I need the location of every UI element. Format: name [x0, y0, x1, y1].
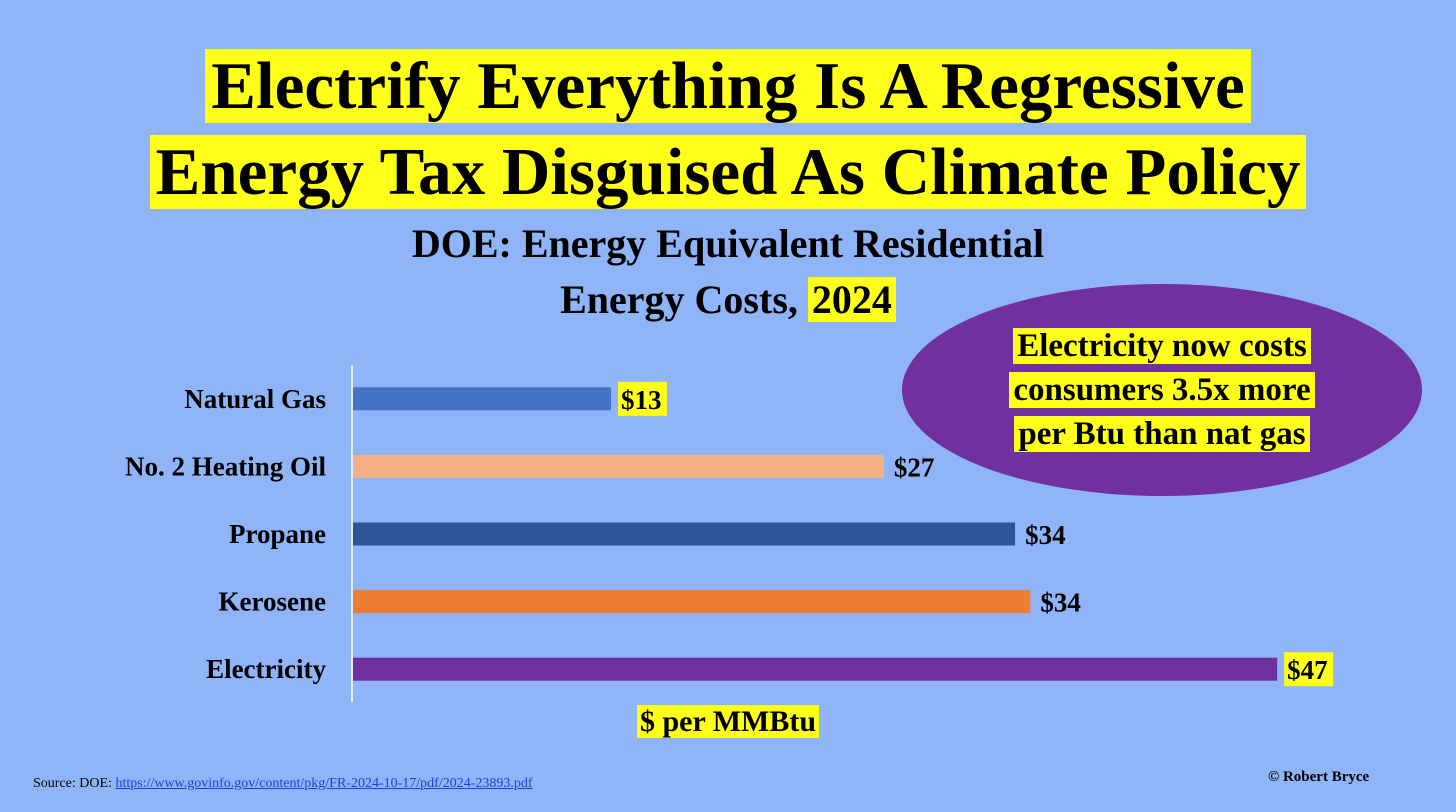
chart-subtitle-year: 2024 — [807, 277, 896, 322]
callout-text: Electricity now costs consumers 3.5x mor… — [1009, 324, 1315, 456]
source-link[interactable]: https://www.govinfo.gov/content/pkg/FR-2… — [115, 776, 533, 791]
bar-kerosene — [353, 590, 1031, 614]
callout-ellipse: Electricity now costs consumers 3.5x mor… — [902, 284, 1422, 496]
data-label-highlight-electricity — [1284, 652, 1334, 687]
bar-no-2-heating-oil — [353, 454, 884, 478]
title-line-2: Energy Tax Disguised As Climate Policy — [0, 132, 1456, 212]
title-line-2-text: Energy Tax Disguised As Climate Policy — [149, 135, 1307, 209]
data-label-electricity: $47 — [1287, 655, 1328, 685]
chart-subtitle-line-1: DOE: Energy Equivalent Residential — [411, 221, 1045, 266]
category-label-kerosene: Kerosene — [219, 587, 326, 617]
chart-subtitle-line-2: Energy Costs, 2024 — [0, 274, 1456, 326]
x-axis-label-text: $ per MMBtu — [636, 705, 820, 738]
category-label-natural-gas: Natural Gas — [184, 384, 326, 414]
source-note: Source: DOE: https://www.govinfo.gov/con… — [33, 776, 533, 792]
bar-electricity — [353, 657, 1278, 681]
bars-group: Natural Gas $13 No. 2 Heating Oil $27 Propan… — [125, 381, 1334, 687]
data-label-no-2-heating-oil: $27 — [894, 452, 935, 482]
bar-natural-gas — [353, 387, 611, 411]
category-label-electricity: Electricity — [206, 654, 326, 684]
bar-propane — [353, 522, 1016, 546]
callout-line-1: Electricity now costs — [1013, 328, 1311, 364]
category-label-propane: Propane — [229, 519, 326, 549]
x-axis-label: $ per MMBtu — [0, 704, 1456, 740]
data-label-kerosene: $34 — [1040, 588, 1081, 618]
data-label-propane: $34 — [1025, 520, 1066, 550]
source-prefix: Source: DOE: — [33, 776, 116, 791]
callout-line-2: consumers 3.5x more — [1009, 372, 1315, 408]
data-label-natural-gas: $13 — [621, 385, 662, 415]
title-line-1-text: Electrify Everything Is A Regressive — [205, 49, 1251, 123]
chart-subtitle-prefix: Energy Costs, — [560, 277, 808, 322]
data-label-highlight-natural-gas — [617, 381, 667, 416]
category-label-no-2-heating-oil: No. 2 Heating Oil — [125, 451, 326, 481]
callout-line-3: per Btu than nat gas — [1014, 416, 1310, 452]
copyright: © Robert Bryce — [1268, 769, 1370, 785]
title-line-1: Electrify Everything Is A Regressive — [0, 46, 1456, 126]
